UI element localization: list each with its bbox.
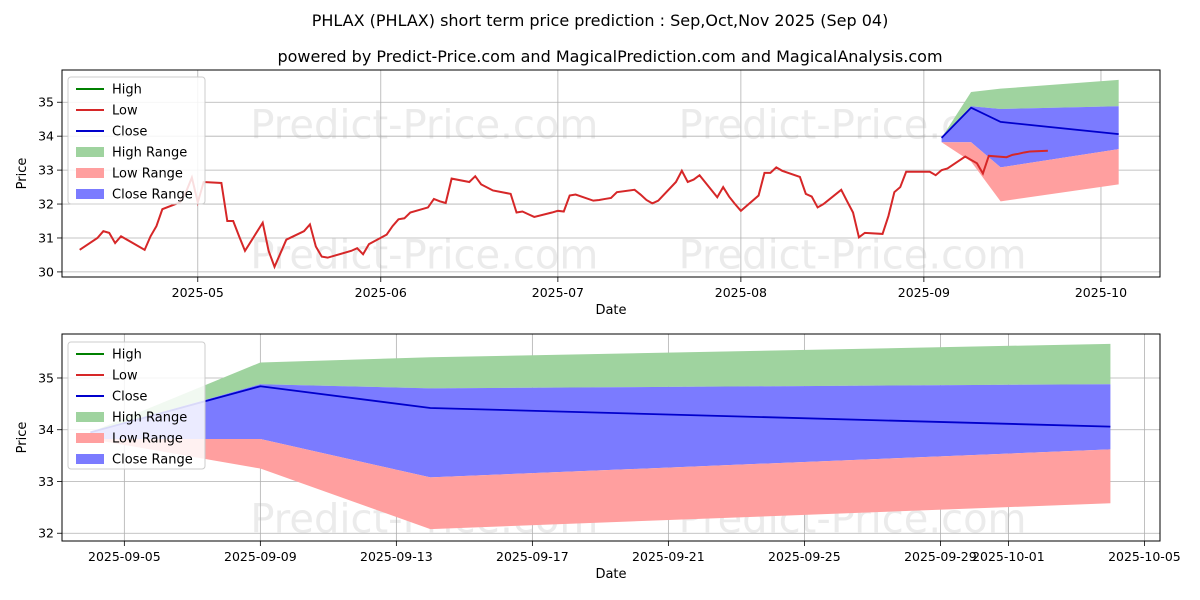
x-tick-label: 2025-09-29 (904, 549, 977, 564)
x-tick-label: 2025-06 (355, 285, 407, 300)
forecast-plot: Predict-Price.comPredict-Price.comPredic… (15, 333, 1181, 582)
legend-swatch-high-range (76, 147, 104, 157)
x-tick-label: 2025-10-05 (1108, 549, 1181, 564)
legend-swatch-low-range (76, 168, 104, 178)
legend-label-low-range: Low Range (112, 167, 183, 182)
x-axis-label: Date (595, 303, 626, 318)
y-tick-label: 35 (38, 95, 54, 110)
chart-title: PHLAX (PHLAX) short term price predictio… (312, 11, 889, 30)
legend: High Low Close High Range Low Range Close Ran… (67, 341, 206, 470)
y-tick-label: 34 (38, 129, 54, 144)
plot-frame (61, 69, 1161, 278)
legend-swatch-close-range (76, 454, 104, 464)
y-tick-label: 32 (38, 526, 54, 541)
legend-swatch-low-range (76, 433, 104, 443)
legend-label-low: Low (112, 104, 138, 119)
high-range-band (90, 343, 1111, 433)
x-tick-label: 2025-08 (715, 285, 767, 300)
legend-label-high: High (112, 83, 142, 98)
x-tick-label: 2025-10-01 (972, 549, 1045, 564)
x-tick-label: 2025-09-25 (768, 549, 841, 564)
watermark-text: Predict-Price.com (679, 233, 1027, 279)
high-range-band (941, 79, 1119, 138)
y-tick-label: 35 (38, 370, 54, 385)
low-range-band (941, 142, 1119, 202)
close-series-line (940, 106, 1119, 139)
x-tick-label: 2025-09-21 (632, 549, 705, 564)
legend-label-low-range: Low Range (112, 432, 183, 447)
legend-label-close-range: Close Range (112, 188, 193, 203)
y-tick-label: 32 (38, 197, 54, 212)
plot-frame (61, 333, 1161, 542)
x-tick-label: 2025-09-13 (360, 549, 433, 564)
watermark-text: Predict-Price.com (250, 102, 598, 148)
x-tick-label: 2025-09-05 (88, 549, 161, 564)
legend-label-high-range: High Range (112, 146, 187, 161)
y-tick-label: 33 (38, 163, 54, 178)
x-tick-label: 2025-09-17 (496, 549, 569, 564)
legend-label-close: Close (112, 125, 147, 140)
low-range-band (90, 439, 1111, 530)
legend-swatch-close-range (76, 189, 104, 199)
y-tick-label: 30 (38, 264, 54, 279)
x-tick-label: 2025-10 (1075, 285, 1127, 300)
x-tick-label: 2025-05 (172, 285, 224, 300)
x-tick-label: 2025-09 (898, 285, 950, 300)
legend-label-close-range: Close Range (112, 453, 193, 468)
chart-subtitle: powered by Predict-Price.com and Magical… (277, 47, 942, 66)
legend-label-high-range: High Range (112, 411, 187, 426)
legend-swatch-high-range (76, 412, 104, 422)
y-tick-label: 31 (38, 230, 54, 245)
history-plot: Predict-Price.com Predict-Price.com Predic… (15, 69, 1161, 318)
close-range-band (941, 106, 1119, 168)
legend-label-high: High (112, 348, 142, 363)
watermark-text: Predict-Price.com (250, 233, 598, 279)
legend-label-close: Close (112, 390, 147, 405)
x-axis-label: Date (595, 567, 626, 582)
y-axis-label: Price (15, 158, 30, 190)
close-range-band (90, 384, 1111, 478)
low-series-line (79, 149, 1048, 270)
y-axis-label: Price (15, 422, 30, 454)
legend: High Low Close High Range Low Range Close Ran… (67, 76, 206, 205)
y-tick-label: 33 (38, 474, 54, 489)
x-tick-label: 2025-09-09 (224, 549, 297, 564)
x-tick-label: 2025-07 (532, 285, 584, 300)
y-tick-label: 34 (38, 422, 54, 437)
legend-label-low: Low (112, 369, 138, 384)
